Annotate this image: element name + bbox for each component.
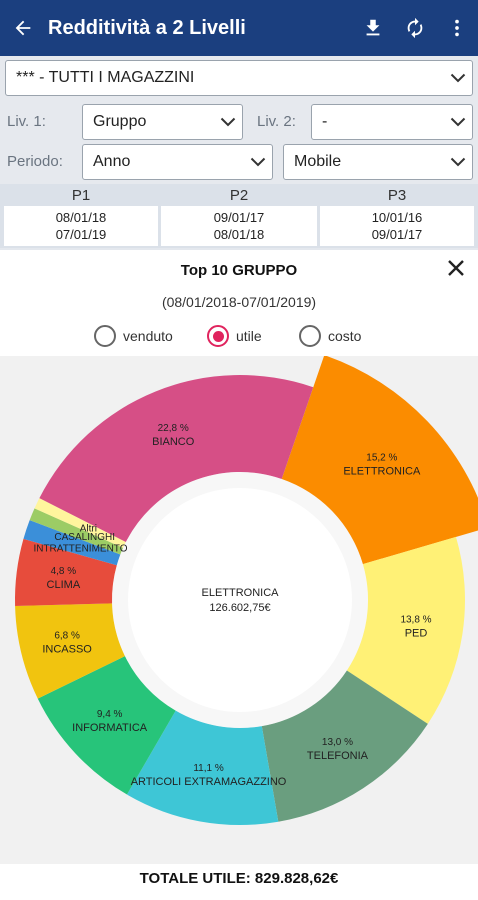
pie-slice-elettronica[interactable] [281, 355, 478, 565]
more-button[interactable] [436, 0, 478, 56]
total-utile: TOTALE UTILE: 829.828,62€ [139, 870, 339, 887]
slice-name-articoli-extramagazzino: ARTICOLI EXTRAMAGAZZINO [131, 776, 287, 788]
slice-name-clima: CLIMA [47, 579, 81, 591]
arrow-left-icon [15, 20, 31, 36]
slice-percent-telefonia: 13,0 % [322, 737, 353, 748]
pie-slice-articoli-extramagazzino[interactable] [126, 710, 279, 825]
chevron-down-icon [450, 73, 466, 83]
period-dates: 08/01/18 07/01/19 [4, 206, 158, 246]
refresh-button[interactable] [394, 0, 436, 56]
periods-table: P1 08/01/18 07/01/19 P2 09/01/17 08/01/18 … [0, 184, 478, 248]
slice-name-ped: PED [405, 627, 428, 639]
period-select-value: Anno [93, 153, 131, 170]
period-to: 07/01/19 [55, 227, 107, 242]
filters-panel: *** - TUTTI I MAGAZZINI Liv. 1: Gruppo L… [0, 56, 478, 184]
period-from: 10/01/16 [371, 210, 423, 225]
chevron-down-icon [450, 157, 466, 167]
store-select-value: *** - TUTTI I MAGAZZINI [16, 69, 195, 86]
pie-slice-clima[interactable] [14, 538, 117, 606]
slice-percent-articoli-extramagazzino: 11,1 % [193, 763, 223, 774]
metric-radio-group: venduto utile costo [0, 322, 478, 350]
slice-percent-ped: 13,8 % [400, 614, 431, 625]
slice-name-casalinghi: CASALINGHI [54, 532, 115, 543]
radio-label: utile [236, 328, 262, 344]
app-bar: Redditività a 2 Livelli [0, 0, 478, 56]
period-mode-value: Mobile [294, 153, 342, 170]
slice-name-elettronica: ELETTRONICA [343, 466, 421, 478]
center-value: 126.602,75€ [209, 602, 270, 614]
donut-chart[interactable]: ELETTRONICA 126.602,75€ 15,2 % ELETTRONICA 1… [0, 355, 478, 864]
period-column-p1: P1 08/01/18 07/01/19 [4, 184, 158, 248]
page-title: Redditività a 2 Livelli [48, 16, 246, 39]
period-column-p3: P3 10/01/16 09/01/17 [320, 184, 474, 248]
back-button[interactable] [0, 0, 46, 56]
download-button[interactable] [352, 0, 394, 56]
pie-slice-intrattenimento[interactable] [23, 520, 121, 566]
download-icon [366, 19, 380, 36]
slice-percent-clima: 4,8 % [51, 566, 77, 577]
radio-indicator [207, 325, 229, 347]
slice-percent-incasso: 6,8 % [54, 630, 80, 641]
pie-slice-ped[interactable] [346, 536, 465, 724]
liv1-select-value: Gruppo [93, 113, 147, 130]
radio-costo[interactable]: costo [299, 322, 361, 350]
period-header: P3 [320, 184, 474, 206]
chevron-down-icon [450, 117, 466, 127]
more-vert-icon [455, 19, 459, 37]
chart-area: ELETTRONICA 126.602,75€ 15,2 % ELETTRONICA 1… [0, 355, 478, 864]
slice-name-altri: Altri [80, 524, 97, 535]
store-select[interactable]: *** - TUTTI I MAGAZZINI [5, 60, 473, 96]
liv1-label: Liv. 1: [7, 113, 46, 130]
period-header: P1 [4, 184, 158, 206]
period-from: 08/01/18 [55, 210, 107, 225]
center-label: ELETTRONICA [201, 587, 279, 599]
chevron-down-icon [250, 157, 266, 167]
period-to: 09/01/17 [371, 227, 423, 242]
chart-subtitle: (08/01/2018-07/01/2019) [161, 294, 317, 310]
slice-name-informatica: INFORMATICA [72, 722, 148, 734]
radio-utile[interactable]: utile [207, 322, 262, 350]
pie-slice-bianco[interactable] [39, 375, 314, 543]
liv2-label: Liv. 2: [257, 113, 296, 130]
pie-slice-casalinghi[interactable] [29, 508, 124, 555]
period-select[interactable]: Anno [82, 144, 273, 180]
period-column-p2: P2 09/01/17 08/01/18 [161, 184, 317, 248]
pie-slice-telefonia[interactable] [261, 670, 428, 822]
period-mode-select[interactable]: Mobile [283, 144, 473, 180]
pie-slice-incasso[interactable] [15, 603, 125, 699]
slice-name-telefonia: TELEFONIA [307, 750, 369, 762]
donut-center [128, 488, 352, 712]
radio-indicator [94, 325, 116, 347]
slice-name-intrattenimento: INTRATTENIMENTO [33, 543, 127, 554]
chart-title: Top 10 GRUPPO [180, 262, 298, 279]
period-from: 09/01/17 [213, 210, 265, 225]
slice-name-incasso: INCASSO [42, 643, 92, 655]
chart-card: Top 10 GRUPPO (08/01/2018-07/01/2019) ve… [0, 250, 478, 900]
radio-venduto[interactable]: venduto [94, 322, 173, 350]
chevron-down-icon [220, 117, 236, 127]
radio-label: costo [328, 328, 362, 344]
close-icon [448, 260, 464, 276]
slice-name-bianco: BIANCO [152, 436, 195, 448]
radio-indicator [299, 325, 321, 347]
period-header: P2 [161, 184, 317, 206]
period-dates: 10/01/16 09/01/17 [320, 206, 474, 246]
pie-slice-altri[interactable] [34, 498, 126, 548]
liv1-select[interactable]: Gruppo [82, 104, 243, 140]
slice-percent-elettronica: 15,2 % [366, 453, 397, 464]
radio-label: venduto [123, 328, 173, 344]
slice-percent-informatica: 9,4 % [97, 709, 123, 720]
pie-slice-informatica[interactable] [37, 656, 176, 795]
slice-percent-bianco: 22,8 % [158, 423, 189, 434]
liv2-select-value: - [322, 113, 328, 130]
close-button[interactable] [442, 254, 470, 282]
liv2-select[interactable]: - [311, 104, 473, 140]
period-to: 08/01/18 [213, 227, 265, 242]
period-dates: 09/01/17 08/01/18 [161, 206, 317, 246]
period-label: Periodo: [7, 153, 63, 170]
refresh-icon [407, 17, 423, 39]
